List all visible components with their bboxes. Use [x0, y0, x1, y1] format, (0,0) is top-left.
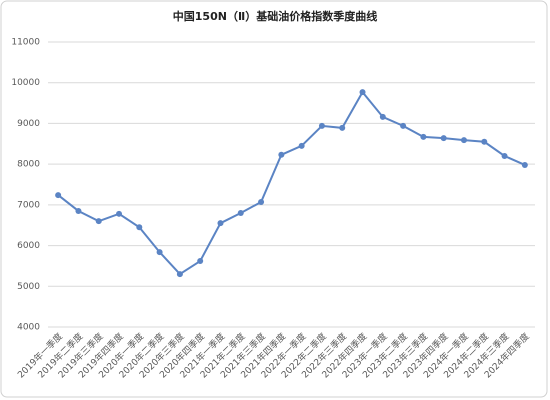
line — [57, 90, 526, 276]
y-tick-label: 8000 — [17, 160, 40, 170]
point — [258, 199, 265, 206]
point — [318, 122, 325, 129]
y-tick-label: 6000 — [17, 241, 40, 251]
point — [521, 161, 528, 168]
point — [278, 151, 285, 158]
point — [379, 113, 386, 120]
point — [136, 224, 143, 231]
point — [237, 210, 244, 216]
point — [95, 218, 102, 225]
chart-title: 中国150N（Ⅱ）基础油价格指数季度曲线 — [173, 9, 377, 23]
y-tick-label: 4000 — [17, 323, 40, 333]
point — [197, 258, 204, 265]
point — [400, 122, 407, 129]
point — [55, 192, 62, 199]
point — [75, 207, 82, 214]
point — [420, 133, 427, 140]
point — [156, 249, 163, 256]
point — [481, 138, 488, 145]
point — [298, 142, 305, 149]
point — [339, 124, 346, 131]
point — [460, 137, 467, 144]
point — [116, 210, 123, 217]
point — [359, 89, 366, 96]
y-tick-label: 9000 — [17, 119, 40, 129]
y-tick-label: 11000 — [11, 38, 40, 48]
point — [440, 135, 447, 142]
y-tick-label: 7000 — [17, 200, 40, 210]
y-tick-label: 10000 — [11, 78, 40, 88]
point — [217, 220, 224, 227]
y-tick-label: 5000 — [17, 282, 40, 292]
point — [501, 153, 508, 159]
point — [176, 271, 183, 278]
